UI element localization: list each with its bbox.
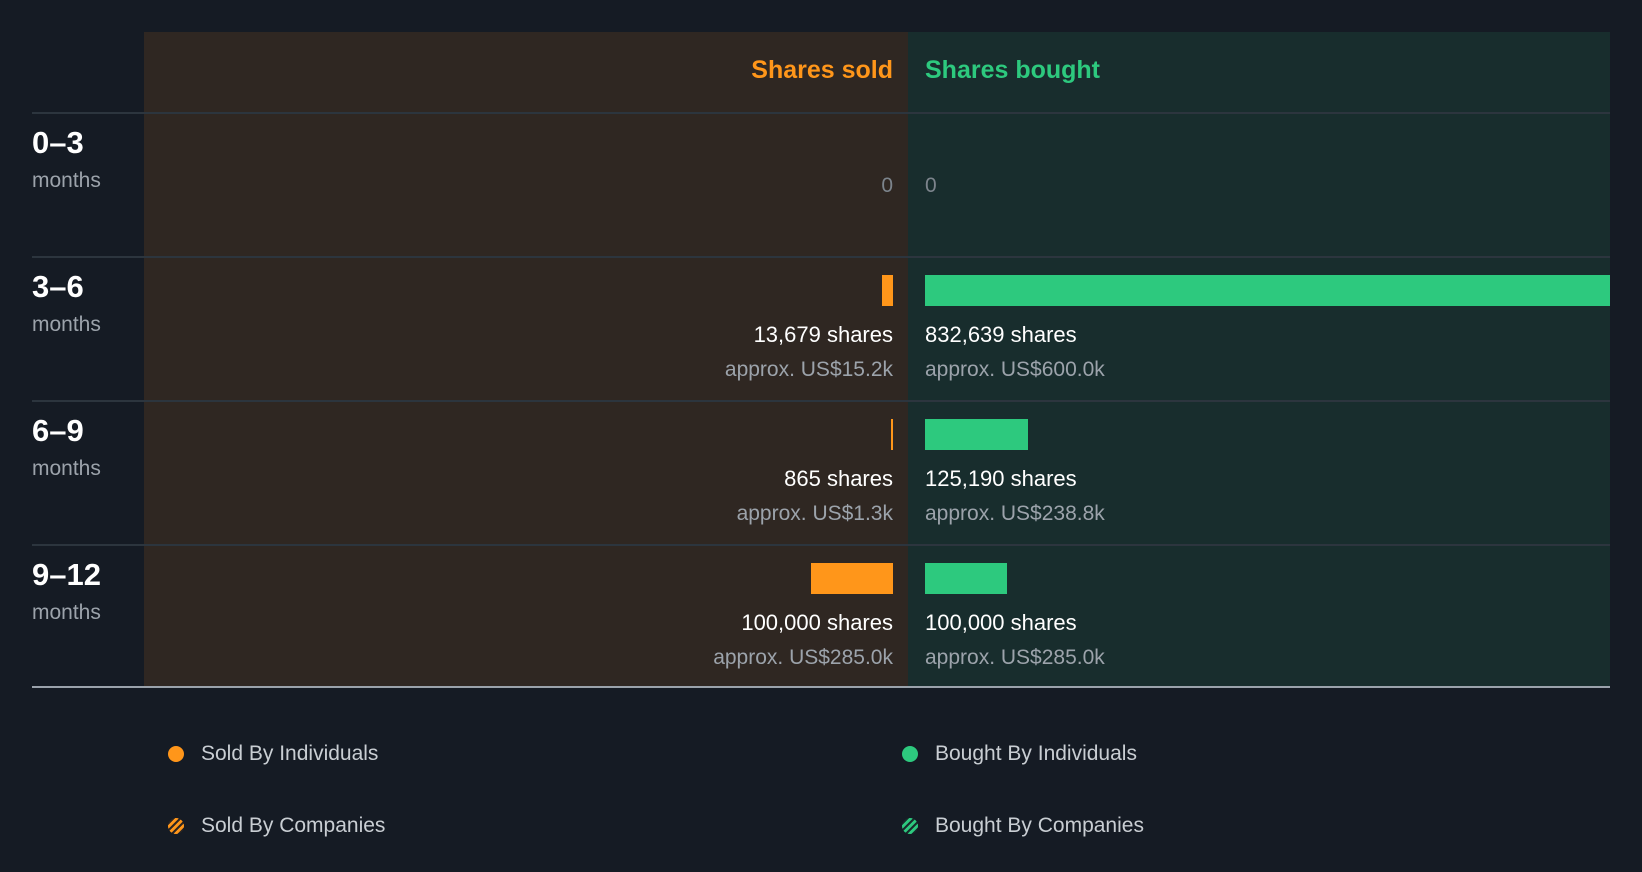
- legend-bought-by-companies[interactable]: Bought By Companies: [902, 811, 1144, 841]
- legend-label: Bought By Individuals: [935, 742, 1137, 765]
- period-row-3-6: 3–6 months 13,679 shares approx. US$15.2…: [0, 258, 1642, 402]
- row-divider: [32, 400, 1610, 402]
- sold-shares-label: 13,679 shares: [753, 322, 893, 347]
- bought-shares-label: 832,639 shares: [925, 322, 1077, 347]
- bought-bar[interactable]: [925, 563, 1008, 594]
- sold-bar[interactable]: [810, 563, 893, 594]
- bought-shares-label: 100,000 shares: [925, 610, 1077, 635]
- period-row-9-12: 9–12 months 100,000 shares approx. US$28…: [0, 546, 1642, 690]
- period-unit: months: [32, 457, 101, 480]
- sold-zero-value: 0: [881, 174, 893, 197]
- period-unit: months: [32, 169, 101, 192]
- sold-shares-label: 865 shares: [784, 466, 893, 491]
- shares-bought-header: Shares bought: [925, 56, 1101, 84]
- period-label: 3–6: [32, 269, 84, 304]
- period-row-6-9: 6–9 months 865 shares approx. US$1.3k 12…: [0, 402, 1642, 546]
- period-label: 0–3: [32, 125, 84, 160]
- sold-bar[interactable]: [891, 419, 893, 450]
- period-row-0-3: 0–3 months 0 0: [0, 114, 1642, 258]
- chart-baseline: [32, 686, 1610, 688]
- green-striped-dot-icon: [902, 818, 918, 834]
- sold-value-label: approx. US$1.3k: [736, 502, 893, 525]
- legend-label: Sold By Companies: [201, 814, 386, 837]
- period-unit: months: [32, 313, 101, 336]
- bought-value-label: approx. US$600.0k: [925, 358, 1105, 381]
- bought-value-label: approx. US$238.8k: [925, 502, 1105, 525]
- bought-bar[interactable]: [925, 419, 1028, 450]
- legend-sold-by-individuals[interactable]: Sold By Individuals: [168, 739, 378, 769]
- legend-label: Sold By Individuals: [201, 742, 379, 765]
- bought-value-label: approx. US$285.0k: [925, 646, 1105, 669]
- green-dot-icon: [902, 746, 918, 762]
- shares-sold-header: Shares sold: [751, 56, 893, 84]
- orange-striped-dot-icon: [168, 818, 184, 834]
- sold-panel: [144, 32, 908, 687]
- bought-bar[interactable]: [925, 275, 1610, 306]
- period-label: 6–9: [32, 413, 84, 448]
- legend-bought-by-individuals[interactable]: Bought By Individuals: [902, 739, 1137, 769]
- sold-value-label: approx. US$15.2k: [724, 358, 893, 381]
- sold-value-label: approx. US$285.0k: [713, 646, 893, 669]
- bought-zero-value: 0: [925, 174, 937, 197]
- period-label: 9–12: [32, 557, 101, 592]
- row-divider: [32, 112, 1610, 114]
- sold-bar[interactable]: [881, 275, 893, 306]
- bought-shares-label: 125,190 shares: [925, 466, 1077, 491]
- row-divider: [32, 544, 1610, 546]
- sold-shares-label: 100,000 shares: [741, 610, 893, 635]
- legend-label: Bought By Companies: [935, 814, 1144, 837]
- legend-sold-by-companies[interactable]: Sold By Companies: [168, 811, 385, 841]
- orange-dot-icon: [168, 746, 184, 762]
- row-divider: [32, 256, 1610, 258]
- bought-panel: [908, 32, 1610, 687]
- period-unit: months: [32, 601, 101, 624]
